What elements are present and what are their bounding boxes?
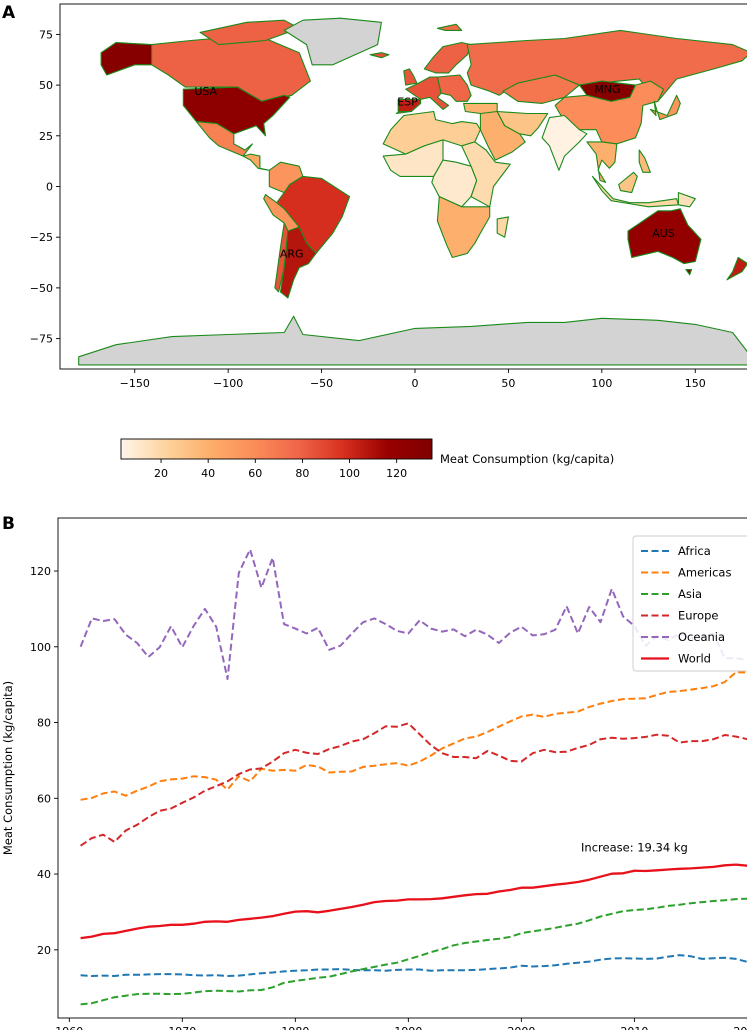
country-australia <box>627 208 702 265</box>
chart-x-tick-label: 2000 <box>507 1025 535 1030</box>
colorbar: 20 40 60 80 100 120 Meat Consumption (kg/capi… <box>120 438 614 480</box>
country-greenland <box>283 17 382 66</box>
country-madagascar <box>496 216 509 238</box>
legend-label-asia: Asia <box>678 587 702 601</box>
map-x-tick-label: 0 <box>412 377 419 390</box>
country-svalbard <box>436 23 463 31</box>
country-label-mng: MNG <box>594 83 620 96</box>
country-central-am <box>242 153 270 171</box>
chart-y-tick-label: 40 <box>37 868 51 881</box>
chart-x-tick-label: 1970 <box>168 1025 196 1030</box>
country-tasmania <box>685 269 693 276</box>
chart-x-tick-label: 1990 <box>394 1025 422 1030</box>
country-southern-africa <box>436 196 491 259</box>
chart-x-tick-label: 1980 <box>281 1025 309 1030</box>
country-europe-w <box>395 76 450 115</box>
legend-label-africa: Africa <box>678 544 711 558</box>
country-label-usa: USA <box>194 85 217 98</box>
legend-label-oceania: Oceania <box>678 630 725 644</box>
map-y-tick-label: 50 <box>39 79 53 92</box>
country-alaska <box>100 41 153 76</box>
chart-y-axis-label: Meat Consumption (kg/capita) <box>1 681 15 855</box>
country-new-zealand <box>726 256 747 281</box>
legend-label-europe: Europe <box>678 609 718 623</box>
series-line-americas <box>80 671 747 801</box>
country-kazakhstan <box>502 74 580 104</box>
map-land <box>78 17 747 366</box>
legend-label-americas: Americas <box>678 566 731 580</box>
map-panel: USA ESP MNG ARG AUS −150 −100 −50 0 50 100 150 75 5… <box>30 3 747 390</box>
country-argentina <box>279 226 317 299</box>
country-se-asia <box>586 141 618 183</box>
chart-y-tick-label: 20 <box>37 944 51 957</box>
colorbar-bar <box>120 438 433 460</box>
chart-series-lines <box>79 548 747 1006</box>
chart-x-tick-label: 2020 <box>733 1025 747 1030</box>
series-line-africa <box>80 954 747 977</box>
chart-y-ticks: 20 40 60 80 100 120 <box>30 565 58 957</box>
map-y-tick-label: −75 <box>30 333 53 346</box>
country-iran-afg <box>496 110 549 137</box>
chart-y-tick-label: 60 <box>37 792 51 805</box>
map-x-ticks: −150 −100 −50 0 50 100 150 <box>120 369 706 390</box>
country-label-esp: ESP <box>397 95 418 108</box>
chart-y-tick-label: 120 <box>30 565 51 578</box>
colorbar-tick-label: 100 <box>339 467 360 480</box>
map-x-tick-label: 100 <box>591 377 612 390</box>
map-x-tick-label: −50 <box>310 377 333 390</box>
series-line-asia <box>80 897 747 1006</box>
country-india <box>541 114 588 171</box>
line-chart: 1960 1970 1980 1990 2000 2010 2020 20 40 60 80 100… <box>1 517 747 1030</box>
colorbar-ticks: 20 40 60 80 100 120 <box>154 459 407 480</box>
map-x-tick-label: 150 <box>685 377 706 390</box>
country-label-arg: ARG <box>280 247 304 260</box>
country-uk <box>403 68 418 86</box>
map-y-tick-label: 75 <box>39 28 53 41</box>
colorbar-tick-label: 60 <box>248 467 262 480</box>
map-x-tick-label: 50 <box>501 377 515 390</box>
map-x-tick-label: −150 <box>120 377 150 390</box>
country-turkey <box>463 102 498 115</box>
colorbar-tick-label: 40 <box>201 467 215 480</box>
chart-x-tick-label: 1960 <box>55 1025 83 1030</box>
series-line-europe <box>80 722 747 847</box>
map-y-tick-label: 25 <box>39 130 53 143</box>
country-iceland <box>369 52 390 59</box>
country-png <box>677 192 696 208</box>
colorbar-tick-label: 20 <box>154 467 168 480</box>
chart-x-tick-label: 2010 <box>620 1025 648 1030</box>
chart-y-tick-label: 80 <box>37 717 51 730</box>
chart-legend: Africa Americas Asia Europe Oceania World <box>632 535 747 672</box>
chart-axes-frame <box>57 517 747 1019</box>
chart-y-tick-label: 100 <box>30 641 51 654</box>
colorbar-tick-label: 120 <box>386 467 407 480</box>
country-korea-japan <box>649 94 681 121</box>
country-label-aus: AUS <box>652 227 675 240</box>
colorbar-tick-label: 80 <box>295 467 309 480</box>
chart-x-ticks: 1960 1970 1980 1990 2000 2010 2020 <box>55 1018 747 1030</box>
legend-label-world: World <box>678 652 711 666</box>
colorbar-label: Meat Consumption (kg/capita) <box>440 452 614 466</box>
country-philippines <box>638 149 651 173</box>
panel-b-letter: B <box>2 514 15 534</box>
country-antarctica <box>78 315 747 366</box>
country-borneo <box>618 171 638 194</box>
country-europe-e <box>436 74 472 102</box>
country-spain <box>397 98 422 113</box>
map-y-ticks: 75 50 25 0 −25 −50 −75 <box>30 28 60 346</box>
country-indonesia <box>591 175 679 208</box>
map-x-tick-label: −100 <box>213 377 243 390</box>
map-y-tick-label: −50 <box>30 282 53 295</box>
legend-box <box>632 535 747 672</box>
map-y-tick-label: −25 <box>30 231 53 244</box>
map-y-tick-label: 0 <box>46 181 53 194</box>
country-china <box>554 80 665 145</box>
series-line-world <box>80 863 747 940</box>
panel-a-letter: A <box>2 3 16 23</box>
country-mexico <box>195 121 253 157</box>
map-country-labels: USA ESP MNG ARG AUS <box>194 83 674 260</box>
increase-annotation: Increase: 19.34 kg <box>581 840 688 854</box>
